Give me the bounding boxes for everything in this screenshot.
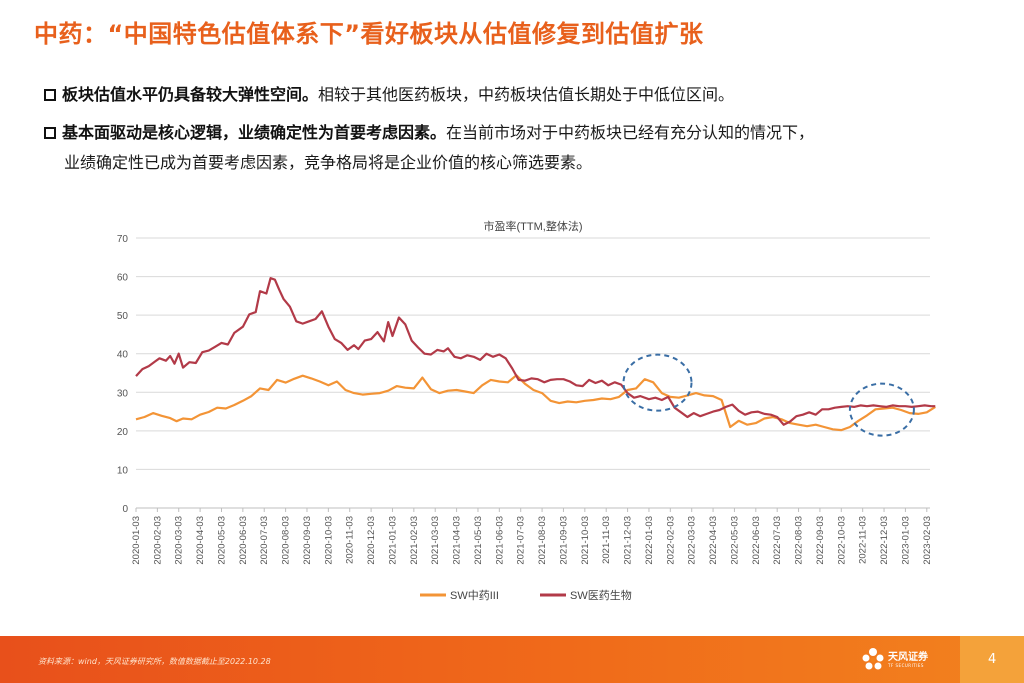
x-tick-label: 2022-02-03 (665, 516, 676, 565)
x-tick-label: 2022-11-03 (858, 516, 869, 564)
x-tick-label: 2022-09-03 (815, 516, 826, 565)
y-tick-label: 0 (122, 504, 128, 515)
y-tick-label: 10 (117, 465, 129, 476)
x-tick-label: 2021-08-03 (537, 516, 548, 565)
bullet-continuation: 业绩确定性已成为首要考虑因素，竞争格局将是企业价值的核心筛选要素。 (64, 153, 593, 172)
x-tick-label: 2023-01-03 (900, 516, 911, 565)
y-tick-label: 20 (117, 427, 129, 438)
x-tick-label: 2022-10-03 (836, 516, 847, 565)
bullet-text: 在当前市场对于中药板块已经有充分认知的情况下， (446, 123, 815, 142)
footer-source: 资料来源：wind，天风证券研究所，数值数据截止至2022.10.28 (38, 657, 271, 666)
x-tick-label: 2021-07-03 (516, 516, 527, 565)
x-tick-label: 2020-08-03 (281, 516, 292, 565)
x-tick-label: 2020-10-03 (323, 516, 334, 565)
y-tick-label: 30 (117, 388, 129, 399)
x-tick-label: 2020-11-03 (345, 516, 356, 564)
x-tick-label: 2022-05-03 (729, 516, 740, 565)
x-tick-label: 2020-01-03 (131, 516, 142, 565)
brand-logo: 天风证券 TF SECURITIES (860, 646, 950, 676)
x-tick-label: 2021-09-03 (558, 516, 569, 565)
series-line-zhongyao (135, 374, 936, 432)
brand-name: 天风证券 (888, 652, 928, 663)
x-tick-label: 2022-08-03 (794, 516, 805, 565)
bullet-bold: 板块估值水平仍具备较大弹性空间。 (62, 85, 319, 104)
legend-label: SW中药III (450, 589, 499, 602)
x-tick-label: 2022-03-03 (687, 516, 698, 565)
x-tick-label: 2021-10-03 (580, 516, 591, 565)
x-tick-label: 2021-12-03 (623, 516, 634, 565)
highlight-circle (848, 382, 915, 437)
pe-ratio-chart: 市盈率(TTM,整体法) 0 10 20 30 40 50 60 70 2020-01-03 202… (117, 219, 936, 602)
x-tick-label: 2020-07-03 (259, 516, 270, 565)
slide-title: 中药：“中国特色估值体系下”看好板块从估值修复到估值扩张 (34, 20, 704, 48)
legend-label: SW医药生物 (570, 588, 632, 602)
x-tick-label: 2020-06-03 (238, 516, 249, 565)
x-tick-label: 2020-04-03 (195, 516, 206, 565)
x-tick-label: 2020-03-03 (174, 516, 185, 565)
footer-bar (0, 636, 1024, 683)
x-tick-label: 2020-12-03 (366, 516, 377, 565)
y-tick-label: 60 (117, 273, 129, 284)
y-tick-label: 50 (117, 311, 129, 322)
chart-title: 市盈率(TTM,整体法) (484, 219, 583, 233)
checkbox-bullet-icon (44, 89, 56, 101)
x-tick-label: 2021-06-03 (494, 516, 505, 565)
bullet-bold: 基本面驱动是核心逻辑，业绩确定性为首要考虑因素。 (62, 123, 447, 142)
bullet-valuation: 板块估值水平仍具备较大弹性空间。相较于其他医药板块，中药板块估值长期处于中低位区… (44, 80, 984, 110)
y-tick-label: 40 (117, 350, 129, 361)
x-tick-label: 2020-09-03 (302, 516, 313, 565)
bullet-text: 相较于其他医药板块，中药板块估值长期处于中低位区间。 (318, 85, 735, 104)
x-tick-label: 2022-06-03 (751, 516, 762, 565)
x-tick-label: 2021-05-03 (473, 516, 484, 565)
x-tick-label: 2021-11-03 (601, 516, 612, 564)
x-tick-label: 2021-01-03 (387, 516, 398, 565)
x-tick-label: 2020-02-03 (152, 516, 163, 565)
x-tick-label: 2021-04-03 (452, 516, 463, 565)
brand-name-en: TF SECURITIES (888, 663, 924, 668)
checkbox-bullet-icon (44, 127, 56, 139)
x-tick-label: 2022-01-03 (644, 516, 655, 565)
x-tick-label: 2021-03-03 (430, 516, 441, 565)
x-tick-label: 2022-07-03 (772, 516, 783, 565)
x-tick-label: 2021-02-03 (409, 516, 420, 565)
bullet-fundamentals: 基本面驱动是核心逻辑，业绩确定性为首要考虑因素。在当前市场对于中药板块已经有充分… (44, 118, 984, 178)
x-tick-label: 2022-04-03 (708, 516, 719, 565)
series-line-yiyao (135, 277, 936, 426)
flower-logo-icon (862, 648, 884, 670)
page-number-block (960, 636, 1024, 683)
highlight-circle (622, 353, 693, 412)
x-tick-label: 2020-05-03 (216, 516, 227, 565)
y-tick-label: 70 (117, 234, 129, 245)
x-tick-label: 2022-12-03 (879, 516, 890, 565)
x-tick-label: 2023-02-03 (922, 516, 933, 565)
page-number: 4 (988, 652, 997, 667)
